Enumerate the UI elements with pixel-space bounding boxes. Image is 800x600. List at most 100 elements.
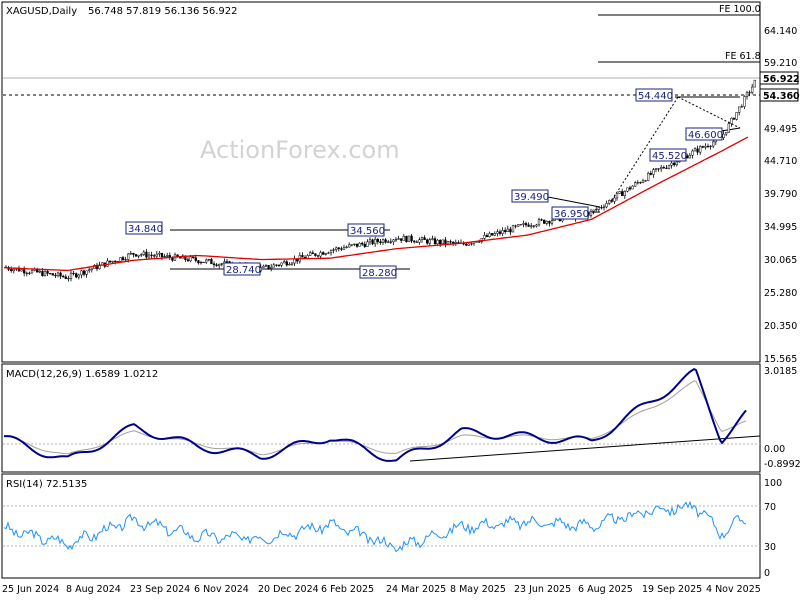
candle-body: [220, 263, 223, 265]
candle-body: [415, 241, 418, 243]
candle-body: [121, 257, 125, 260]
macd-signal-line: [3, 380, 747, 456]
candle-body: [355, 243, 359, 247]
candle-body: [210, 259, 213, 265]
candle-body: [114, 260, 117, 263]
pivot-label-box: [125, 221, 163, 235]
x-tick-label: 23 Jun 2025: [514, 584, 571, 595]
candle-body: [275, 264, 278, 266]
candle-body: [743, 96, 746, 107]
rsi-tick-label: 0: [764, 568, 770, 579]
x-tick-label: 23 Sep 2024: [130, 584, 190, 595]
candle-body: [75, 273, 78, 278]
candle-body: [368, 239, 372, 243]
candle-body: [467, 243, 470, 246]
pivot-label: 36.950: [554, 209, 589, 220]
price-tick-label: 30.065: [764, 255, 797, 266]
candle-body: [166, 255, 169, 257]
candle-body: [730, 117, 733, 124]
candle-body: [69, 272, 73, 279]
candle-body: [402, 235, 405, 241]
candle-body: [158, 252, 161, 255]
price-y-axis: 64.140 59.210 49.495 44.710 39.790 34.99…: [764, 26, 797, 365]
candle-body: [192, 256, 195, 259]
candle-body: [732, 117, 736, 120]
candle-body: [285, 261, 288, 266]
moving-average-line: [3, 136, 749, 272]
candle-body: [290, 262, 294, 265]
candle-body: [527, 224, 530, 227]
rsi-panel-frame: [1, 473, 761, 579]
candle-body: [20, 269, 23, 272]
candle-body: [262, 265, 265, 268]
candle-body: [306, 255, 309, 259]
trend-dashed-line: [611, 96, 679, 201]
level-price-box: [759, 88, 799, 102]
candle-body: [49, 273, 52, 275]
candle-body: [441, 239, 444, 245]
price-tick-label: 59.210: [764, 58, 797, 69]
candle-body: [405, 235, 408, 242]
macd-tick-label: -0.8992: [764, 459, 800, 470]
candle-body: [647, 172, 650, 181]
chart-symbol: XAGUSD,Daily: [6, 6, 77, 17]
x-tick-label: 19 Sep 2025: [642, 584, 702, 595]
candle-body: [644, 180, 647, 182]
chart-ohlc: 56.748 57.819 56.136 56.922: [88, 6, 238, 17]
candle-body: [95, 264, 99, 270]
candle-body: [301, 255, 304, 258]
candle-body: [28, 272, 31, 274]
pivot-label: 54.440: [638, 91, 673, 102]
x-tick-label: 8 Aug 2024: [66, 584, 121, 595]
candle-body: [530, 225, 533, 227]
candle-body: [72, 272, 75, 274]
candle-body: [498, 231, 502, 234]
pivot-label: 28.280: [362, 268, 397, 279]
candle-body: [88, 269, 91, 272]
candle-body: [264, 265, 268, 267]
candle-body: [634, 182, 637, 187]
candle-body: [610, 200, 613, 202]
price-tick-label: 64.140: [764, 26, 797, 37]
candle-body: [80, 270, 83, 276]
candle-body: [608, 200, 611, 204]
pivot-label: 34.840: [128, 224, 163, 235]
candle-body: [621, 191, 624, 196]
candle-body: [132, 252, 135, 255]
candle-body: [189, 256, 192, 262]
candle-body: [319, 252, 322, 257]
candle-body: [426, 239, 429, 244]
candle-body: [623, 190, 626, 196]
candle-body: [327, 252, 330, 254]
candle-body: [696, 148, 699, 153]
level-price-label: 54.360: [763, 91, 800, 102]
candle-body: [496, 231, 499, 234]
candle-body: [400, 238, 403, 241]
candle-body: [592, 209, 595, 212]
candle-body: [631, 185, 634, 190]
candle-body: [493, 233, 496, 236]
candle-body: [134, 254, 138, 257]
pivot-label: 45.520: [652, 151, 687, 162]
candle-body: [506, 228, 509, 233]
candle-body: [550, 220, 554, 224]
macd-title: MACD(12,26,9) 1.6589 1.0212: [6, 369, 158, 380]
candle-body: [722, 133, 725, 138]
candle-body: [345, 246, 348, 248]
candle-body: [519, 224, 522, 226]
pivot-label-box: [551, 206, 589, 220]
candle-body: [194, 257, 197, 261]
candle-body: [387, 241, 390, 243]
candle-body: [12, 268, 15, 272]
candle-body: [649, 172, 652, 175]
candle-body: [431, 238, 434, 240]
candle-body: [381, 239, 385, 244]
candle-body: [688, 155, 691, 159]
candle-body: [485, 235, 489, 237]
candle-body: [665, 167, 668, 169]
candle-body: [38, 270, 41, 273]
candle-body: [725, 131, 728, 135]
trend-dashed-line-2: [677, 96, 741, 129]
candle-body: [439, 239, 442, 245]
